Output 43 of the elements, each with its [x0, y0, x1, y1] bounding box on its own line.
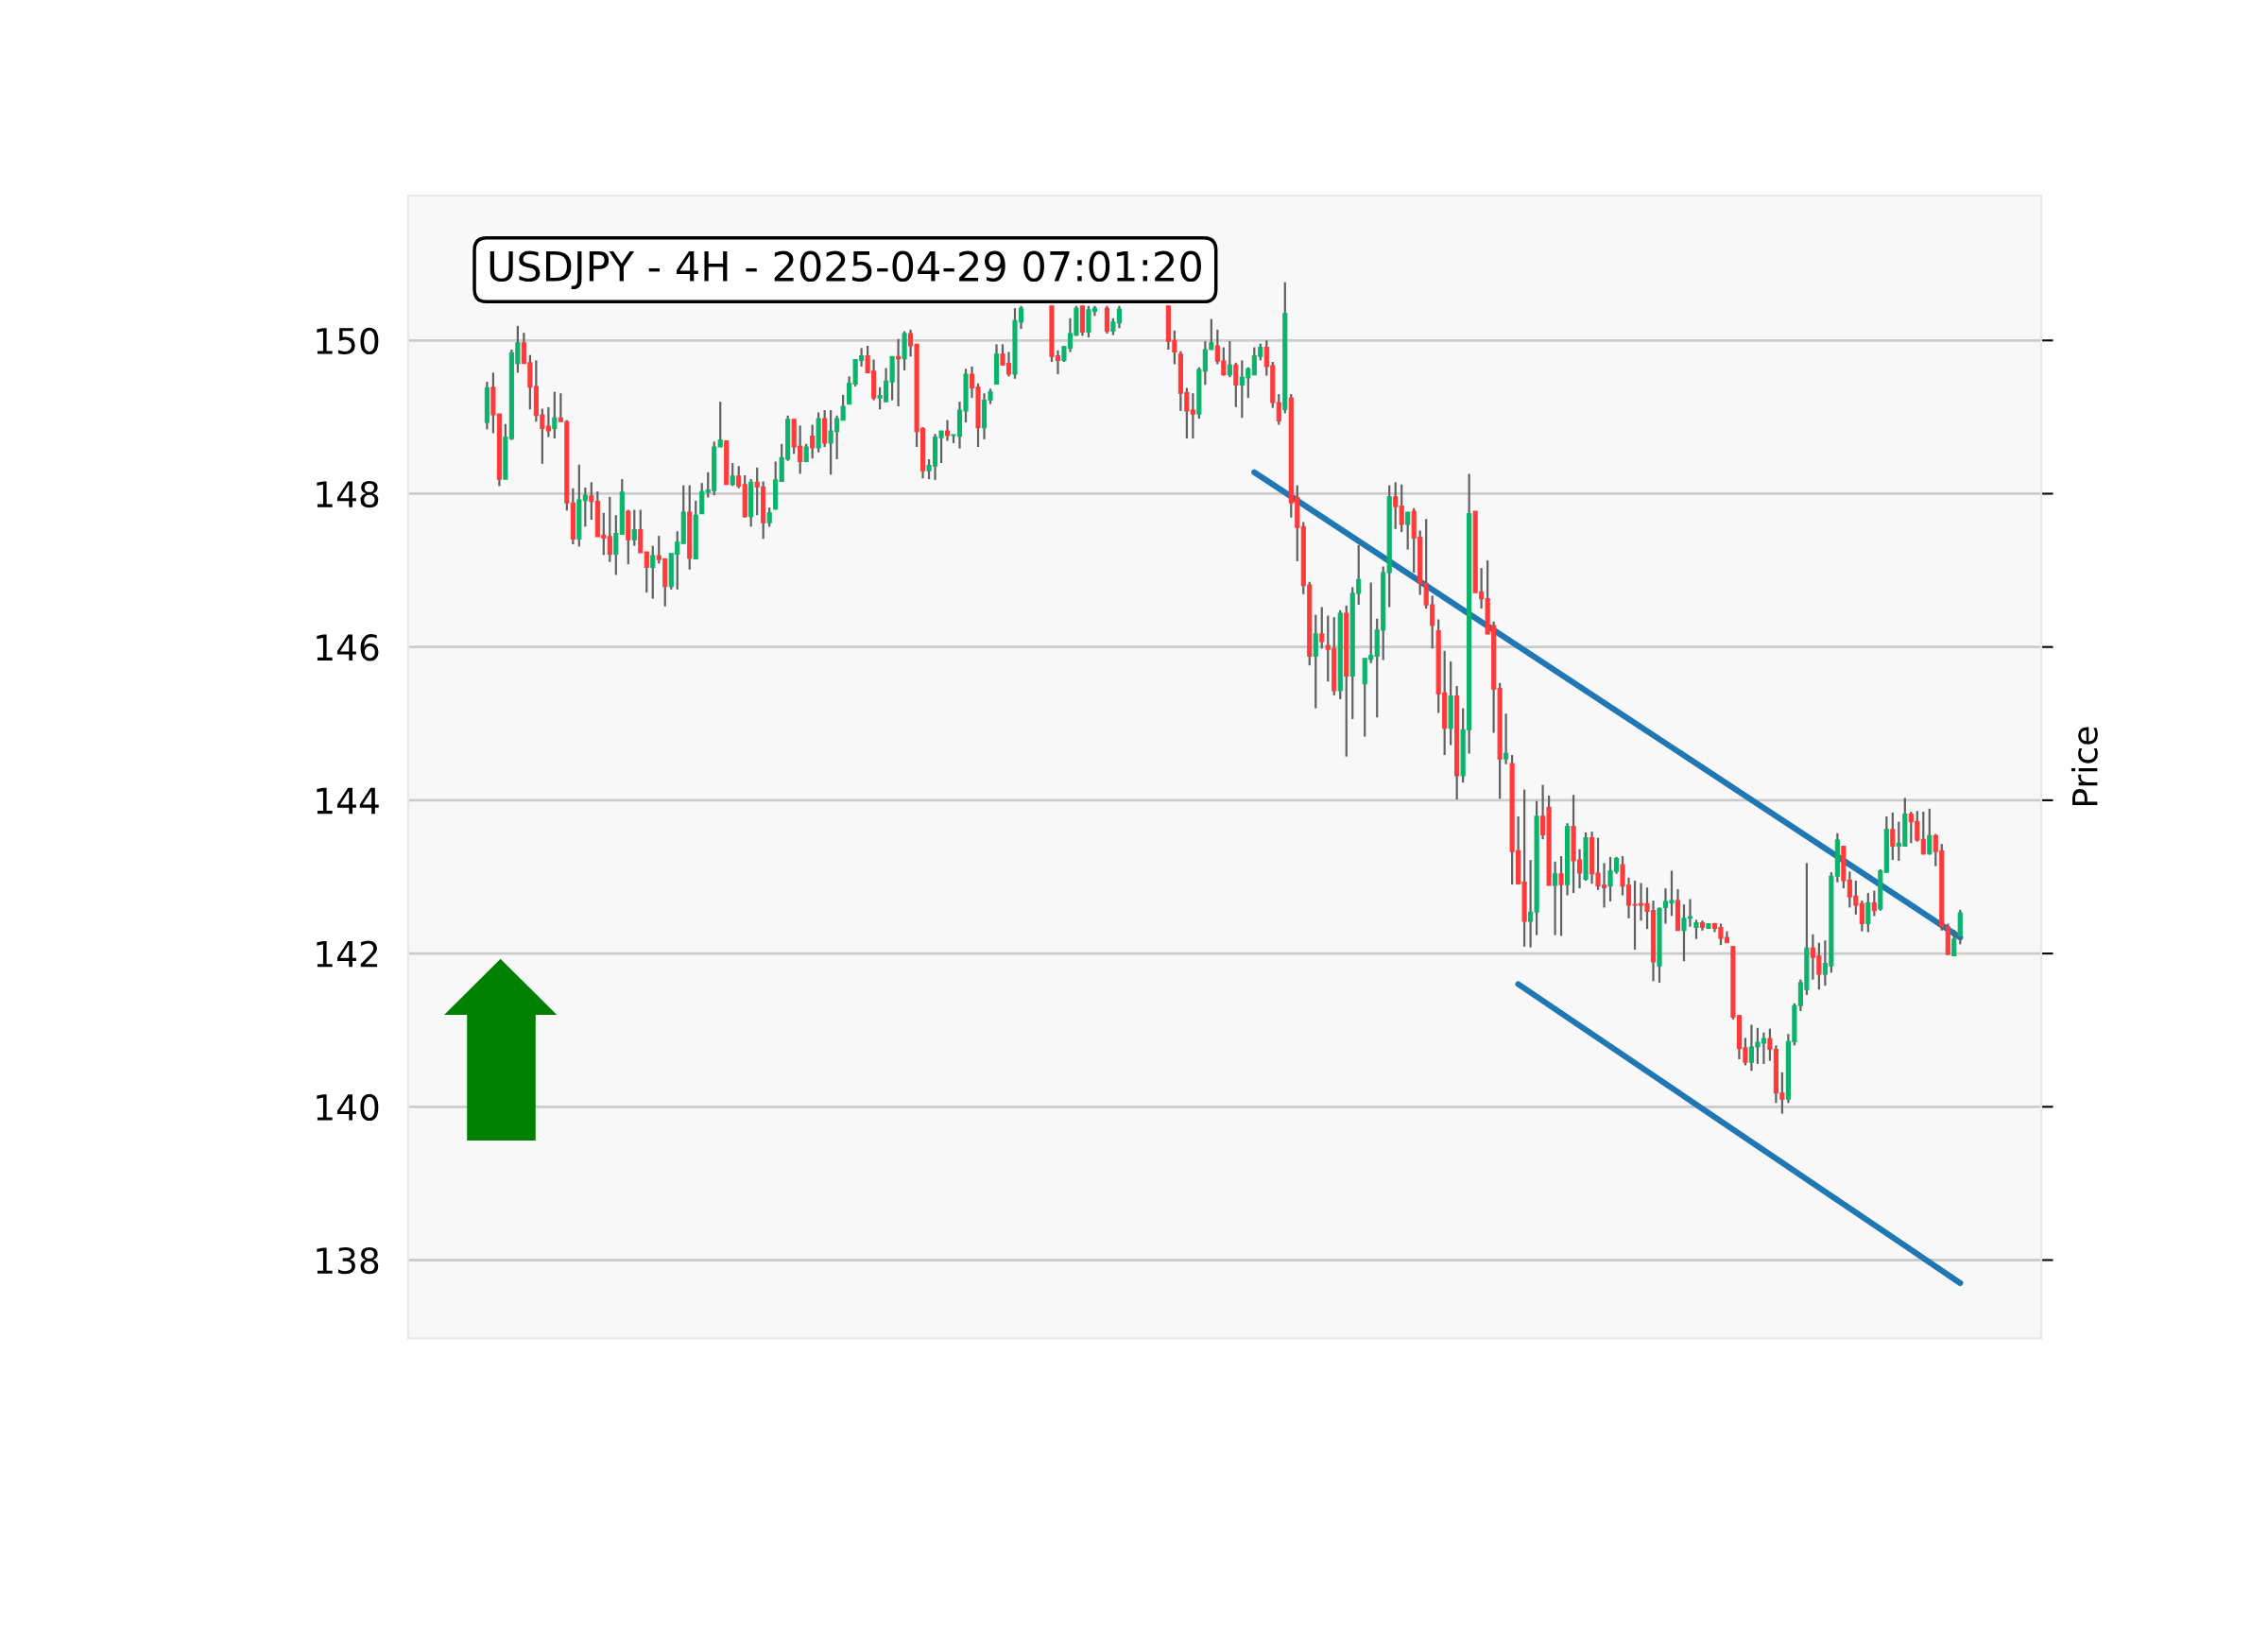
candlestick — [803, 442, 809, 463]
candlestick — [650, 544, 656, 600]
candlestick — [1227, 339, 1232, 379]
y-tick-label: 148 — [317, 480, 379, 508]
candlestick — [1399, 483, 1404, 534]
candlestick — [1871, 889, 1877, 918]
text: USDJPY - 4H - 2025-04-29 07:01:20 — [490, 250, 1201, 290]
candlestick — [1503, 712, 1509, 765]
candlestick — [1319, 606, 1325, 650]
candlestick — [730, 461, 735, 488]
candlestick — [552, 390, 558, 440]
candlestick — [1276, 392, 1281, 426]
candlestick — [607, 495, 612, 563]
candlestick — [1693, 918, 1699, 940]
candlestick — [582, 486, 588, 528]
y-tick-label: 142 — [317, 940, 378, 968]
candlestick — [631, 508, 637, 547]
candlestick — [717, 401, 723, 449]
candlestick — [1890, 811, 1896, 862]
candlestick — [1393, 481, 1399, 530]
candlestick — [736, 465, 742, 489]
candlestick — [1951, 928, 1957, 957]
candlestick — [1405, 510, 1411, 551]
candlestick — [1558, 854, 1564, 937]
candlestick — [699, 482, 705, 515]
candlestick — [644, 551, 649, 594]
candlestick — [944, 419, 951, 442]
candlestick — [1553, 860, 1558, 936]
y-tick-label: 138 — [317, 1246, 379, 1275]
candlestick — [613, 514, 619, 576]
candlestick — [1313, 613, 1318, 710]
candlestick — [1927, 807, 1933, 856]
y-axis-title: Price — [2070, 727, 2098, 806]
y-tick-label: 140 — [317, 1093, 379, 1122]
candlestick — [1865, 891, 1871, 934]
candlestick — [1233, 361, 1239, 408]
candlestick — [766, 506, 772, 528]
y-tick-label: 144 — [317, 787, 379, 815]
candlestick — [810, 423, 816, 460]
y-tick-label: 150 — [317, 327, 379, 355]
y-tick-label: 146 — [317, 634, 379, 661]
candlestick — [1920, 810, 1926, 856]
candlestick — [589, 481, 594, 522]
